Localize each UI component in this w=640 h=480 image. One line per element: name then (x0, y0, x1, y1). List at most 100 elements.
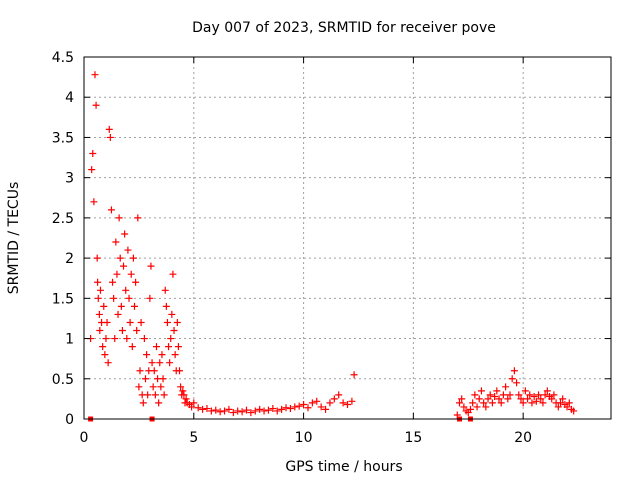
data-point (510, 367, 518, 375)
data-point (460, 403, 468, 411)
data-point (127, 270, 135, 278)
data-point (313, 397, 321, 405)
data-point (155, 399, 163, 407)
data-point (247, 409, 255, 417)
data-point (493, 387, 501, 395)
data-point (225, 405, 233, 413)
data-point (156, 359, 164, 367)
data-points (87, 71, 578, 422)
data-point (330, 395, 338, 403)
data-point (273, 407, 281, 415)
y-tick-label: 3.5 (52, 130, 74, 146)
data-point (497, 399, 505, 407)
data-point (100, 302, 108, 310)
data-point (179, 387, 187, 395)
data-point (570, 407, 578, 415)
data-point (92, 101, 100, 109)
data-point (264, 406, 272, 414)
data-point (122, 286, 130, 294)
data-point (160, 391, 168, 399)
data-point (143, 351, 151, 359)
data-point (348, 397, 356, 405)
data-point (563, 403, 571, 411)
data-point (515, 391, 523, 399)
data-point (132, 278, 140, 286)
data-point (502, 383, 510, 391)
data-point (286, 405, 294, 413)
data-point (291, 403, 299, 411)
data-point (180, 391, 188, 399)
data-point (541, 391, 549, 399)
data-point (121, 230, 129, 238)
data-point (260, 407, 268, 415)
data-point (151, 391, 159, 399)
data-point (146, 294, 154, 302)
data-point (499, 391, 507, 399)
data-point (471, 391, 479, 399)
data-point (140, 335, 148, 343)
data-point (177, 383, 185, 391)
data-point (106, 133, 114, 141)
data-point (137, 318, 145, 326)
data-point (535, 391, 543, 399)
data-point (207, 407, 215, 415)
data-point (295, 402, 303, 410)
data-point (107, 206, 115, 214)
data-point (212, 406, 220, 414)
data-point (504, 395, 512, 403)
y-tick-label: 4 (65, 90, 74, 106)
data-point (105, 125, 113, 133)
data-point (216, 408, 224, 416)
data-point (484, 395, 492, 403)
data-point (199, 405, 207, 413)
data-point (173, 318, 181, 326)
data-point (565, 399, 573, 407)
y-tick-label: 2 (65, 251, 74, 267)
data-point (251, 407, 259, 415)
data-point (91, 71, 99, 79)
chart-title: Day 007 of 2023, SRMTID for receiver pov… (192, 20, 496, 36)
data-point (521, 387, 529, 395)
data-point (90, 198, 98, 206)
data-point (147, 262, 155, 270)
data-point (469, 399, 477, 407)
data-point (317, 403, 325, 411)
data-point (94, 294, 102, 302)
x-tick-label: 20 (514, 430, 532, 446)
data-point (519, 399, 527, 407)
data-point (475, 395, 483, 403)
data-point (335, 391, 343, 399)
y-tick-label: 0 (65, 412, 74, 428)
data-point (163, 318, 171, 326)
data-point (113, 270, 121, 278)
data-point (466, 405, 474, 413)
plot-frame (83, 56, 612, 420)
data-point (159, 375, 167, 383)
y-tick-label: 4.5 (52, 50, 74, 66)
data-point (550, 391, 558, 399)
data-point (543, 387, 551, 395)
data-point (170, 327, 178, 335)
data-point (168, 310, 176, 318)
data-point (473, 403, 481, 411)
data-point (477, 387, 485, 395)
y-tick-label: 2.5 (52, 211, 74, 227)
data-point (530, 392, 538, 400)
y-tick-label: 3 (65, 171, 74, 187)
data-point (495, 395, 503, 403)
data-point (169, 270, 177, 278)
data-point (508, 375, 516, 383)
data-point (188, 403, 196, 411)
data-point (482, 403, 490, 411)
data-point (528, 399, 536, 407)
data-point (486, 391, 494, 399)
data-point (133, 327, 141, 335)
data-point (300, 401, 308, 409)
data-point (174, 343, 182, 351)
data-point (144, 391, 152, 399)
data-point (116, 254, 124, 262)
x-tick-label: 10 (295, 430, 313, 446)
x-tick-label: 0 (80, 430, 89, 446)
data-point (480, 399, 488, 407)
